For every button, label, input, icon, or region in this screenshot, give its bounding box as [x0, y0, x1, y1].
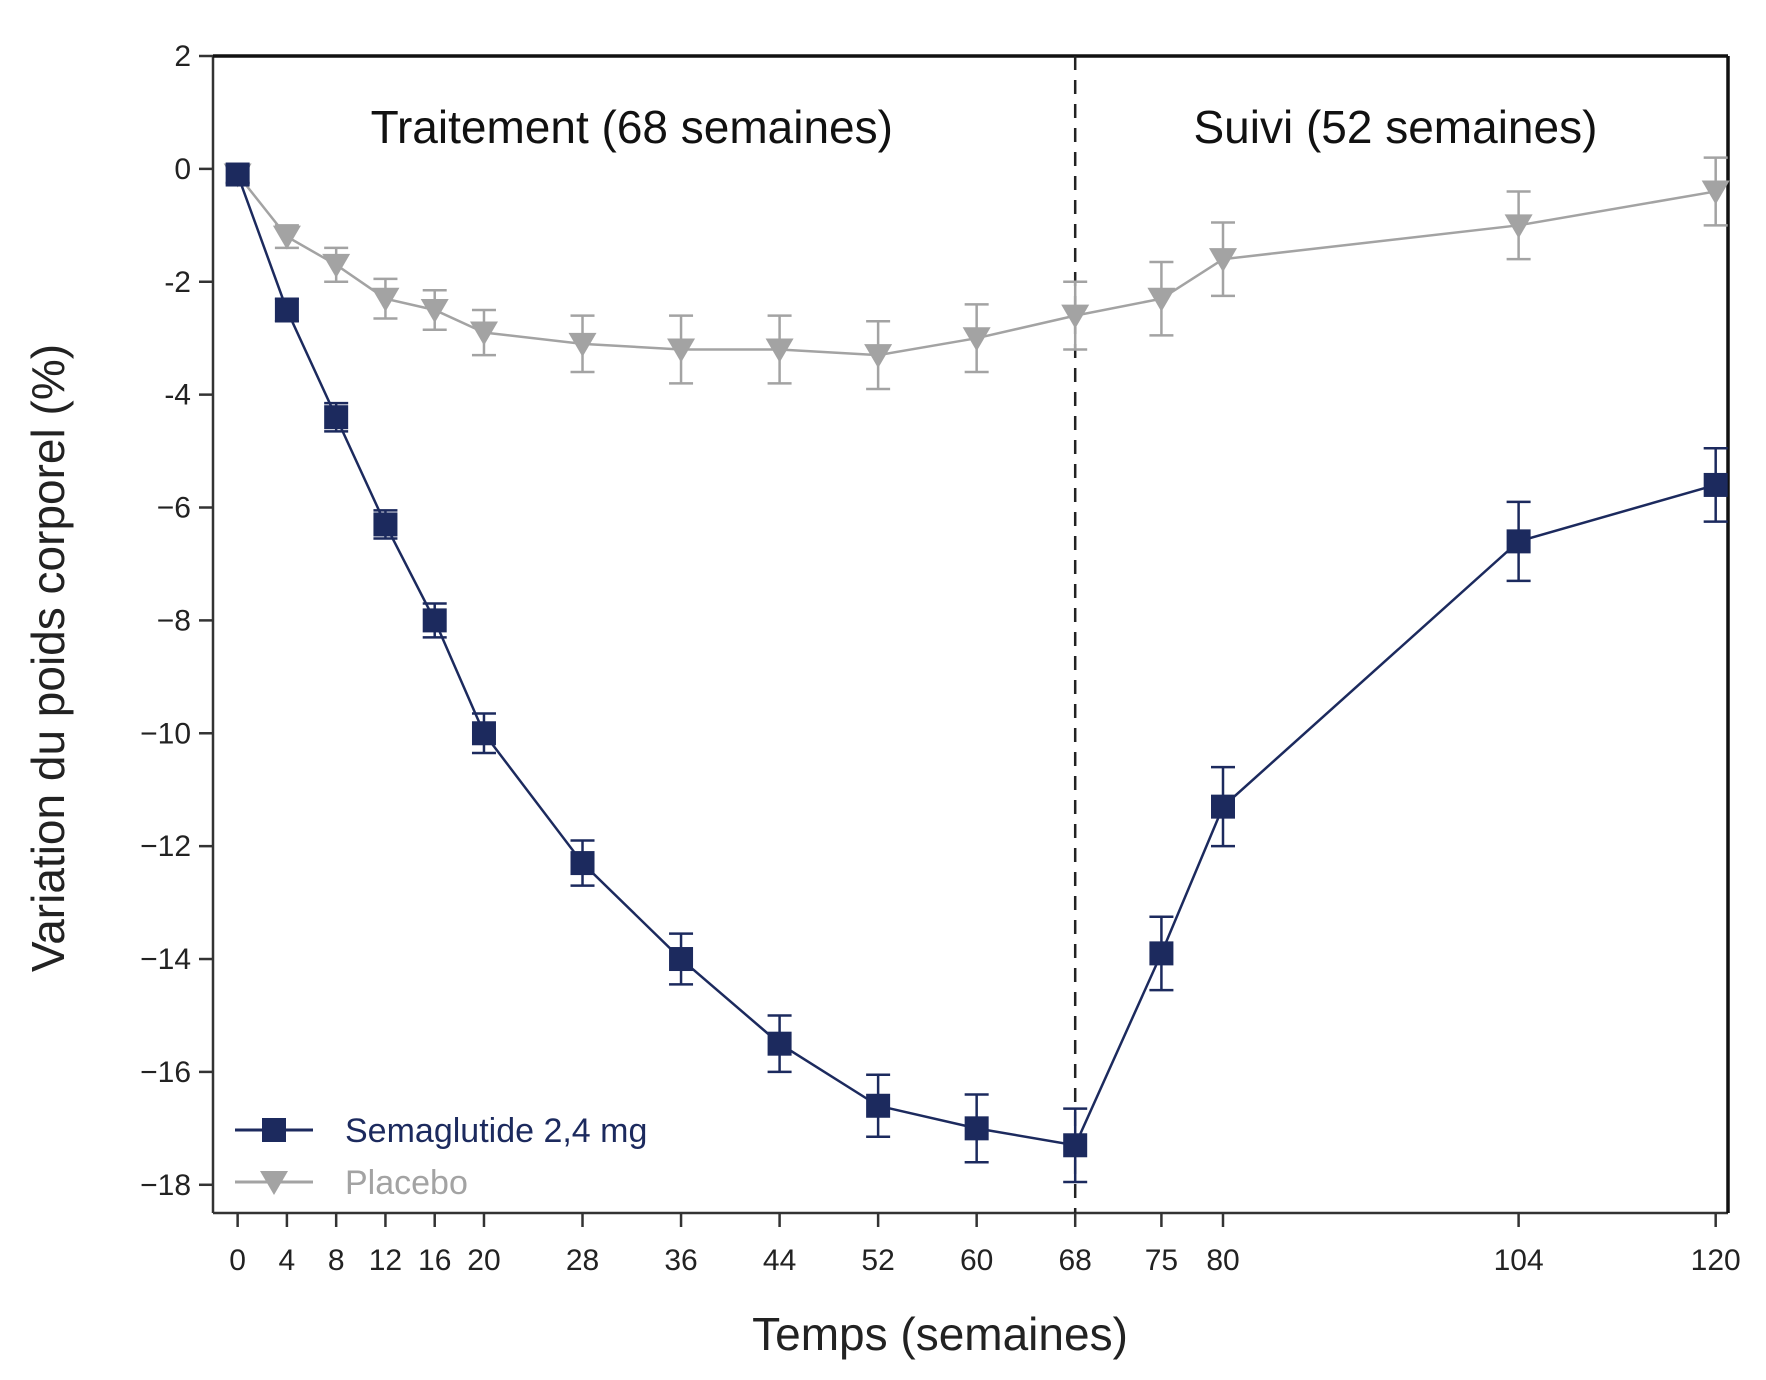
- data-point: [274, 297, 299, 322]
- x-tick-label: 20: [467, 1244, 500, 1277]
- data-point: [225, 162, 250, 187]
- legend-marker: [262, 1118, 286, 1142]
- y-tick-label: 0: [174, 153, 191, 186]
- y-tick-label: −10: [140, 717, 191, 750]
- data-point: [667, 338, 696, 363]
- y-tick-label: −14: [140, 943, 191, 976]
- data-point: [1701, 180, 1730, 205]
- series-placebo: [223, 156, 1730, 391]
- legend-label: Semaglutide 2,4 mg: [345, 1112, 647, 1150]
- phase-label: Suivi (52 semaines): [1193, 101, 1597, 153]
- data-point: [1506, 529, 1531, 554]
- data-point: [964, 1116, 989, 1141]
- data-point: [373, 512, 398, 537]
- x-tick-label: 4: [279, 1244, 296, 1277]
- legend-marker: [260, 1171, 288, 1195]
- x-tick-label: 0: [229, 1244, 246, 1277]
- phase-label: Traitement (68 semaines): [371, 101, 893, 153]
- data-point: [471, 721, 496, 746]
- series-layer: [223, 156, 1730, 1184]
- data-point: [1209, 248, 1237, 273]
- x-tick-label: 104: [1494, 1244, 1544, 1277]
- data-point: [1703, 472, 1728, 497]
- plot-frame: [211, 54, 1730, 1215]
- x-tick-label: 75: [1145, 1244, 1178, 1277]
- data-point: [570, 851, 595, 876]
- legend-label: Placebo: [345, 1164, 468, 1202]
- x-tick-label: 8: [328, 1244, 345, 1277]
- y-tick-label: −16: [140, 1056, 191, 1089]
- data-point: [272, 225, 301, 250]
- data-point: [322, 253, 351, 278]
- series-line: [236, 173, 1716, 357]
- x-tick-label: 28: [566, 1244, 599, 1277]
- x-tick-label: 60: [960, 1244, 993, 1277]
- data-point: [1504, 214, 1533, 239]
- x-tick-label: 36: [664, 1244, 697, 1277]
- series-semaglutide: [225, 162, 1728, 1184]
- y-tick-label: −12: [140, 830, 191, 863]
- x-tick-label: 44: [763, 1244, 796, 1277]
- data-point: [469, 321, 498, 346]
- x-axis-title: Temps (semaines): [752, 1308, 1128, 1360]
- data-point: [568, 332, 597, 357]
- data-point: [324, 405, 349, 430]
- data-point: [1149, 941, 1174, 966]
- x-tick-label: 80: [1206, 1244, 1239, 1277]
- data-point: [1211, 794, 1235, 819]
- series-line: [236, 174, 1717, 1147]
- data-point: [866, 1093, 891, 1118]
- data-point: [962, 327, 991, 352]
- data-point: [767, 1031, 792, 1056]
- x-axis: 0 4 8 12 16 20 28 36 44 52 60 68 75 80 104 120: [229, 1213, 1741, 1277]
- data-point: [765, 338, 794, 363]
- data-point: [371, 287, 400, 312]
- data-point: [420, 298, 449, 323]
- data-point: [422, 608, 447, 633]
- x-tick-label: 120: [1691, 1244, 1741, 1277]
- phase-divider: Traitement (68 semaines) Suivi (52 semain…: [371, 56, 1597, 1213]
- y-tick-label: -2: [164, 266, 191, 299]
- legend: Semaglutide 2,4 mg Placebo: [235, 1112, 647, 1202]
- x-tick-label: 68: [1059, 1244, 1092, 1277]
- data-point: [864, 344, 893, 369]
- data-point: [1061, 304, 1090, 329]
- y-axis: 2 0 -2 -4 −6 −8 −10 −12 −14 −16 −18: [140, 40, 213, 1202]
- y-tick-label: −18: [140, 1169, 191, 1202]
- y-tick-label: 2: [174, 40, 191, 73]
- data-point: [1063, 1133, 1088, 1158]
- data-point: [669, 947, 694, 972]
- y-tick-label: −6: [157, 492, 191, 525]
- y-axis-title: Variation du poids corporel (%): [22, 344, 74, 972]
- data-point: [1147, 287, 1176, 312]
- x-tick-label: 12: [369, 1244, 402, 1277]
- y-tick-label: −8: [157, 604, 191, 637]
- x-tick-label: 52: [861, 1244, 894, 1277]
- x-tick-label: 16: [418, 1244, 451, 1277]
- y-tick-label: -4: [164, 379, 191, 412]
